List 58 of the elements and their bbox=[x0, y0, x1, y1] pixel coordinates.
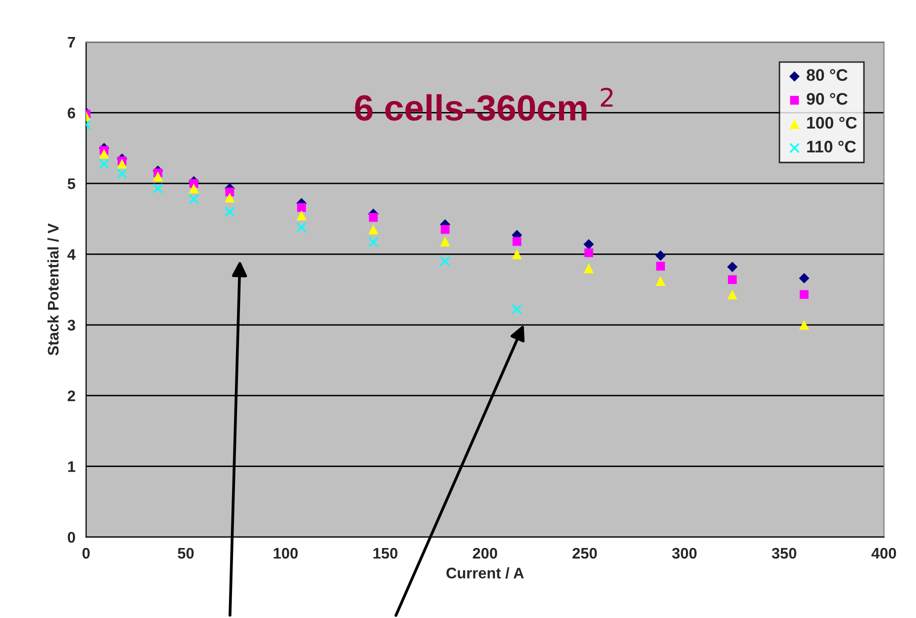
point bbox=[224, 206, 235, 217]
point bbox=[656, 276, 666, 286]
point bbox=[188, 184, 199, 194]
point bbox=[512, 237, 522, 246]
y-axis-title: Stack Potential / V bbox=[47, 223, 59, 356]
point bbox=[728, 275, 737, 284]
x-tick-label: 200 bbox=[472, 548, 498, 559]
x-tick-label: 250 bbox=[572, 548, 597, 559]
point bbox=[727, 290, 738, 300]
legend-label: 100 °C bbox=[807, 116, 857, 129]
y-tick-label: 0 bbox=[68, 532, 76, 543]
point bbox=[440, 236, 450, 246]
point bbox=[225, 188, 234, 196]
point bbox=[584, 239, 594, 250]
y-tick-label: 3 bbox=[68, 320, 76, 331]
x-tick-label: 350 bbox=[772, 548, 796, 559]
point bbox=[368, 224, 378, 234]
point bbox=[798, 273, 810, 284]
legend-label: 90 °C bbox=[806, 93, 848, 105]
point bbox=[584, 263, 594, 274]
point bbox=[512, 249, 522, 260]
point bbox=[368, 213, 378, 222]
y-tick-label: 6 bbox=[68, 108, 76, 118]
point bbox=[99, 148, 109, 159]
point bbox=[584, 248, 594, 258]
point bbox=[512, 304, 522, 315]
legend-label: 110 °C bbox=[807, 140, 856, 153]
point bbox=[440, 256, 450, 266]
x-tick-label: 150 bbox=[374, 548, 398, 559]
point bbox=[368, 236, 379, 248]
point bbox=[440, 225, 450, 234]
legend-label: 80 °C bbox=[806, 69, 848, 81]
x-tick-label: 50 bbox=[178, 548, 194, 559]
y-tick-label: 4 bbox=[67, 249, 76, 260]
y-tick-label: 7 bbox=[68, 37, 76, 48]
x-tick-label: 100 bbox=[274, 548, 298, 559]
x-tick-label: 0 bbox=[82, 548, 90, 559]
point bbox=[116, 168, 128, 179]
y-tick-label: 2 bbox=[68, 390, 76, 402]
y-tick-label: 1 bbox=[68, 461, 76, 472]
x-axis-title: Current / A bbox=[446, 567, 524, 579]
point bbox=[655, 250, 666, 261]
y-tick-label: 5 bbox=[68, 178, 76, 190]
point bbox=[98, 158, 110, 169]
point bbox=[800, 290, 809, 299]
point bbox=[224, 192, 235, 203]
point bbox=[727, 262, 738, 272]
point bbox=[153, 171, 163, 182]
point bbox=[297, 203, 306, 212]
x-tick-label: 300 bbox=[672, 548, 697, 559]
point bbox=[656, 262, 665, 271]
point bbox=[799, 320, 810, 330]
point bbox=[296, 222, 307, 233]
x-tick-label: 400 bbox=[871, 548, 896, 559]
point bbox=[296, 210, 306, 220]
point bbox=[188, 194, 200, 204]
point bbox=[117, 158, 127, 169]
point bbox=[152, 183, 164, 194]
